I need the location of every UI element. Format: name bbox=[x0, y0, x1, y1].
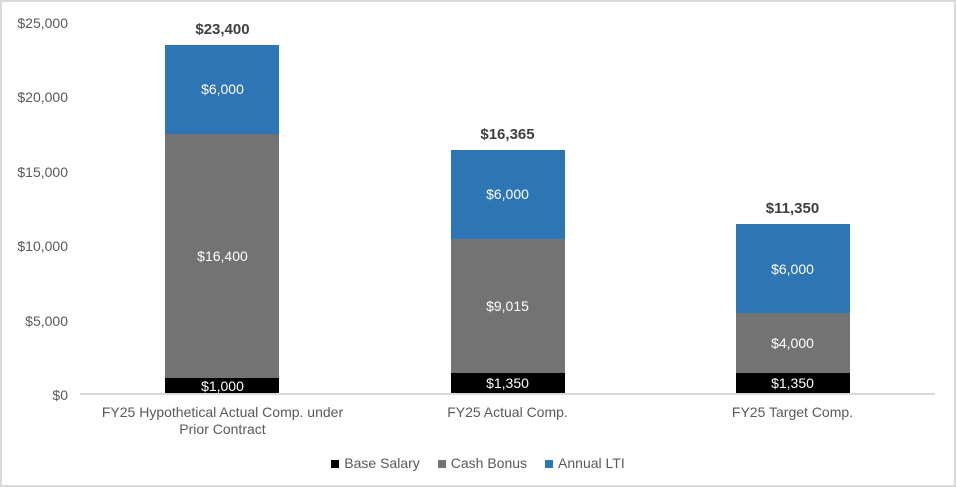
legend-swatch-icon bbox=[437, 459, 446, 468]
y-axis-tick-label: $5,000 bbox=[25, 312, 68, 329]
x-axis-label-line: FY25 Target Comp. bbox=[731, 404, 854, 420]
bar-segment-base-salary: $1,350 bbox=[735, 372, 850, 393]
plot-area: $1,000 $16,400 $6,000 $23,400 $1,350 $9,015 $6… bbox=[80, 21, 935, 395]
legend-label: Cash Bonus bbox=[450, 455, 528, 471]
y-axis-tick-label: $0 bbox=[52, 387, 68, 403]
legend-swatch-icon bbox=[331, 459, 340, 468]
legend-item-annual-lti: Annual LTI bbox=[545, 455, 625, 472]
bar-segment-cash-bonus: $9,015 bbox=[450, 238, 565, 373]
x-axis-category-label: FY25 Target Comp. bbox=[613, 404, 955, 421]
bar-segment-value-label: $6,000 bbox=[486, 186, 529, 203]
legend: Base Salary Cash Bonus Annual LTI bbox=[2, 455, 954, 472]
x-axis-label-line: FY25 Actual Comp. bbox=[447, 404, 568, 420]
bar-segment-base-salary: $1,350 bbox=[450, 372, 565, 393]
bar-group: $1,350 $9,015 $6,000 $16,365 bbox=[450, 126, 565, 393]
x-axis-category-label: FY25 Actual Comp. bbox=[328, 404, 688, 421]
bar-segment-base-salary: $1,000 bbox=[165, 377, 280, 394]
x-axis-label-line: Prior Contract bbox=[179, 421, 266, 437]
bar-total-label: $11,350 bbox=[765, 200, 820, 218]
legend-label: Base Salary bbox=[344, 455, 420, 471]
legend-swatch-icon bbox=[545, 459, 554, 468]
legend-item-base-salary: Base Salary bbox=[331, 455, 420, 472]
y-axis: $0 $5,000 $10,000 $15,000 $20,000 $25,000 bbox=[2, 15, 68, 403]
bar-segment-annual-lti: $6,000 bbox=[450, 149, 565, 239]
bar-segment-value-label: $6,000 bbox=[201, 81, 244, 98]
bar-group: $1,350 $4,000 $6,000 $11,350 bbox=[735, 200, 850, 393]
bar-segment-value-label: $16,400 bbox=[197, 248, 248, 265]
legend-label: Annual LTI bbox=[558, 455, 625, 471]
bar-segment-value-label: $1,350 bbox=[771, 374, 814, 391]
bar-total-label: $23,400 bbox=[195, 20, 250, 38]
bar-segment-value-label: $6,000 bbox=[771, 260, 814, 277]
x-axis-category-label: FY25 Hypothetical Actual Comp. under Prio… bbox=[42, 404, 402, 438]
bar-segment-value-label: $4,000 bbox=[771, 335, 814, 352]
bar-segment-annual-lti: $6,000 bbox=[165, 44, 280, 135]
bar-total-label: $16,365 bbox=[480, 125, 535, 143]
legend-item-cash-bonus: Cash Bonus bbox=[437, 455, 528, 472]
y-axis-tick-label: $25,000 bbox=[17, 15, 68, 31]
bar-segment-cash-bonus: $16,400 bbox=[165, 134, 280, 379]
x-axis: FY25 Hypothetical Actual Comp. under Prio… bbox=[80, 404, 935, 444]
x-axis-label-line: FY25 Hypothetical Actual Comp. under bbox=[101, 404, 344, 420]
y-axis-tick-label: $20,000 bbox=[17, 89, 68, 106]
bar-segment-annual-lti: $6,000 bbox=[735, 224, 850, 314]
y-axis-tick-label: $10,000 bbox=[17, 238, 68, 255]
bar-segment-value-label: $9,015 bbox=[486, 297, 529, 314]
bar-group: $1,000 $16,400 $6,000 $23,400 bbox=[165, 21, 280, 394]
bar-segment-value-label: $1,350 bbox=[486, 374, 529, 391]
bar-segment-value-label: $1,000 bbox=[201, 377, 244, 394]
y-axis-tick-label: $15,000 bbox=[17, 163, 68, 180]
bar-segment-cash-bonus: $4,000 bbox=[735, 313, 850, 373]
